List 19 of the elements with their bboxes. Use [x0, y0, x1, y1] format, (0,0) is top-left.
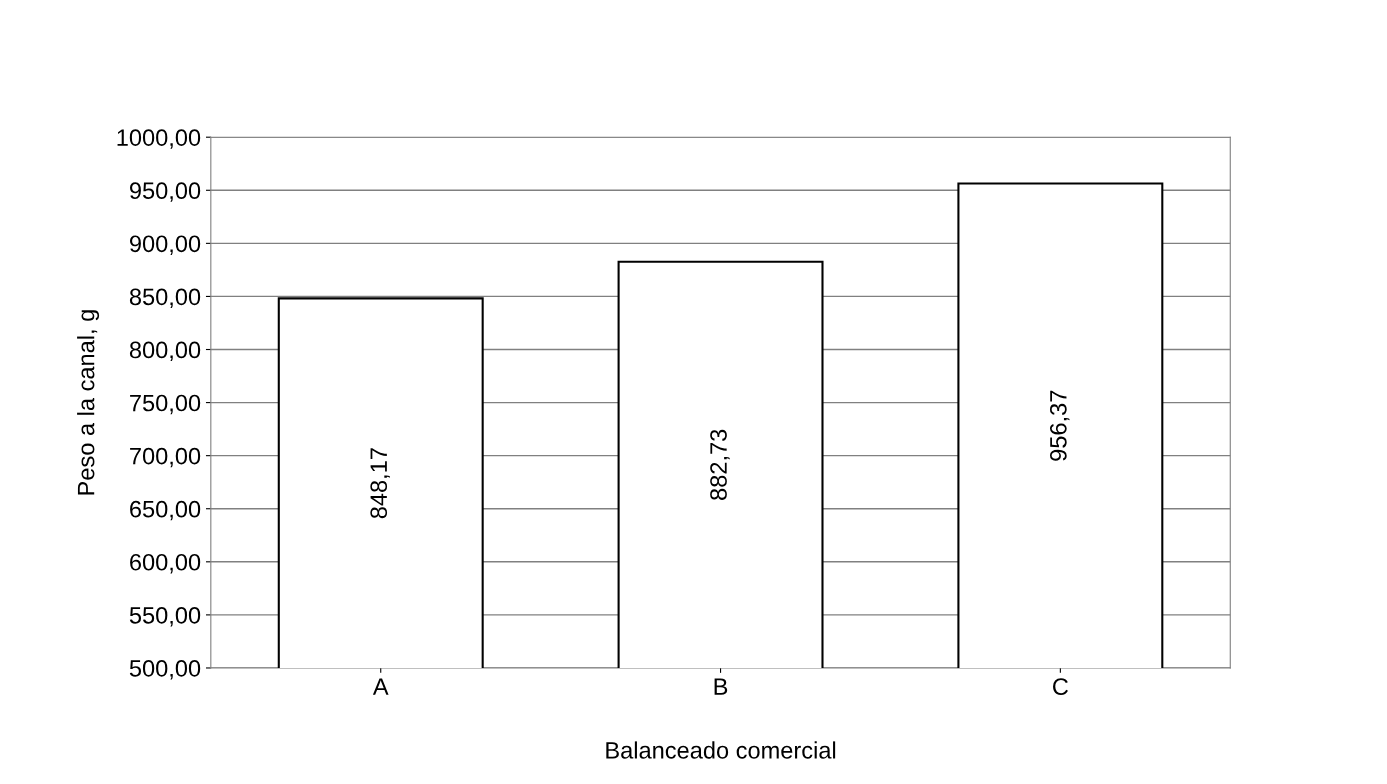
x-tick-label: C: [1053, 678, 1068, 696]
x-tick-label: B: [714, 678, 728, 695]
y-tick-label: 650,00: [130, 500, 201, 521]
data-label: 956,37: [1049, 390, 1070, 461]
data-label: 848,17: [370, 448, 390, 519]
y-axis-title: Peso a la canal, g: [77, 310, 100, 495]
y-tick-label: 700,00: [130, 447, 201, 468]
y-tick-label: 950,00: [130, 182, 201, 202]
y-tick-label: 1000,00: [117, 129, 201, 149]
y-tick-label: 750,00: [130, 394, 201, 415]
x-tick-label: A: [372, 678, 389, 695]
y-tick-label: 900,00: [130, 235, 201, 255]
y-tick-label: 800,00: [129, 341, 201, 362]
y-tick-label: 500,00: [129, 660, 201, 680]
y-tick-label: 850,00: [129, 288, 201, 309]
y-tick-label: 550,00: [129, 606, 201, 627]
x-axis-title: Balanceado comercial: [606, 741, 836, 759]
data-label: 882,73: [710, 429, 730, 500]
y-tick-label: 600,00: [130, 553, 201, 574]
